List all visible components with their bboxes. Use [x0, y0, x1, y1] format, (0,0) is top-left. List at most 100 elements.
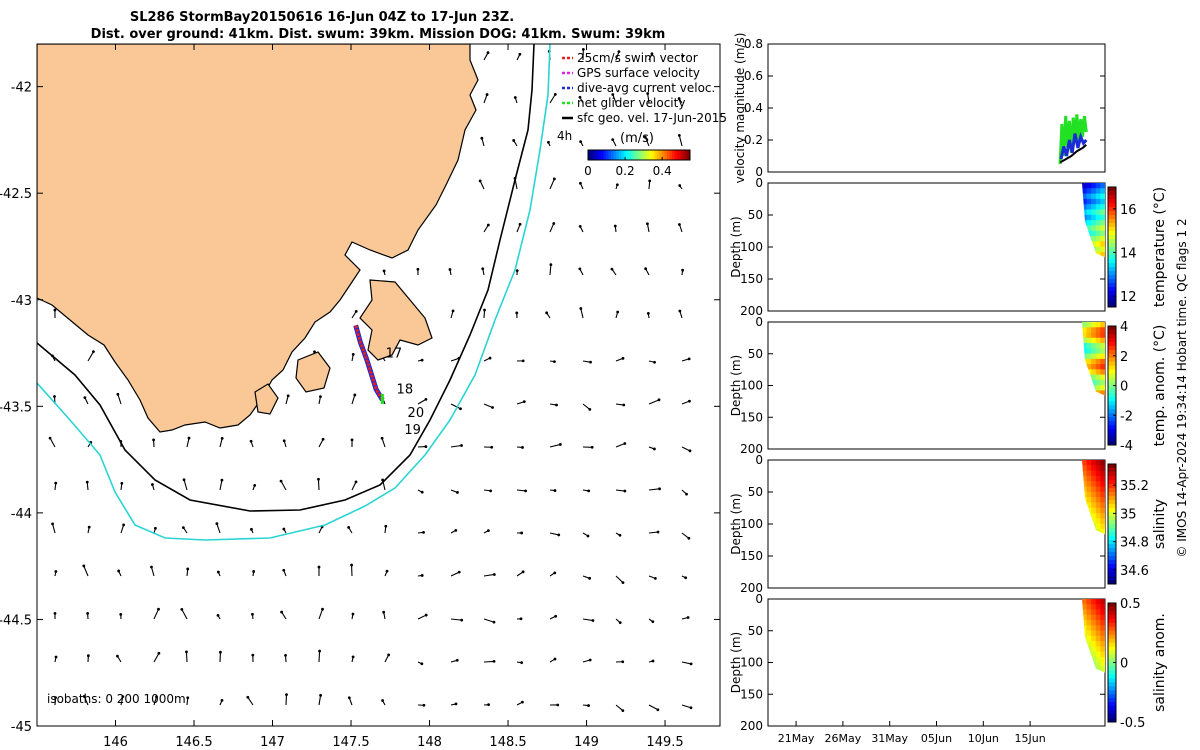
velocity-arrow-head	[154, 526, 157, 530]
velocity-arrow	[678, 135, 683, 147]
heatmap-cell	[1091, 502, 1097, 509]
panel-colorbar-cell	[1108, 572, 1116, 577]
heatmap-cell	[1100, 481, 1105, 488]
forestier-land	[295, 351, 331, 393]
velocity-arrow-head	[490, 445, 494, 449]
heatmap-cell	[1100, 225, 1105, 232]
heatmap-cell	[1100, 646, 1105, 653]
panel-ylabel: Depth (m)	[729, 216, 743, 277]
velocity-arrow-head	[87, 525, 91, 529]
heatmap-cell	[1100, 620, 1105, 626]
panel-colorbar-cell	[1108, 409, 1116, 414]
velocity-arrow-head	[251, 653, 255, 657]
heatmap-cell	[1095, 460, 1101, 466]
track-day-label: 18	[397, 383, 414, 398]
legend-label: net glider velocity	[577, 96, 685, 110]
velocity-arrow-head	[48, 436, 52, 440]
velocity-arrow-head	[116, 654, 119, 658]
map-ytick-label: -43	[11, 294, 32, 309]
heatmap-cell	[1095, 470, 1101, 477]
velocity-arrow-head	[53, 611, 57, 615]
panel-colorbar-tick-label: 34.8	[1120, 536, 1149, 551]
panel-colorbar-cell	[1108, 634, 1116, 640]
panel-colorbar-cell	[1108, 576, 1116, 581]
panel-colorbar-cell	[1108, 536, 1116, 541]
velocity-arrow	[450, 618, 462, 621]
panel-colorbar-tick-label: 0.5	[1120, 597, 1141, 612]
panel-colorbar-cell	[1108, 295, 1116, 300]
panel-colorbar-cell	[1108, 275, 1116, 280]
heatmap-cell	[1095, 322, 1101, 328]
panel-salinity-anomaly: 0 50 100 150 200 Depth (m) -0.5 0 0.5 salinity an…	[729, 592, 1168, 745]
panel-colorbar-cell	[1108, 580, 1116, 585]
velocity-arrow-head	[454, 528, 458, 532]
velocity-arrow-head	[578, 267, 582, 271]
velocity-arrow-head	[524, 489, 527, 493]
heatmap-cell	[1086, 475, 1092, 482]
panel-colorbar-cell	[1108, 326, 1116, 331]
heatmap-cell	[1082, 620, 1088, 626]
velocity-arrow-head	[648, 179, 652, 183]
velocity-arrow-head	[216, 613, 220, 617]
velocity-arrow-head	[486, 223, 490, 227]
heatmap-cell	[1091, 599, 1097, 605]
velocity-arrow-head	[512, 139, 516, 142]
heatmap-cell	[1091, 646, 1097, 653]
velocity-arrow-head	[121, 695, 125, 699]
colorbar-cell	[600, 150, 604, 160]
heatmap-cell	[1086, 630, 1092, 637]
velocity-arrow	[582, 618, 594, 622]
colorbar-cell	[623, 150, 627, 160]
heatmap-cell	[1082, 599, 1088, 605]
velocity-arrow	[648, 704, 659, 711]
velocity-arrow-head	[521, 570, 525, 574]
panel-colorbar-frame	[1107, 463, 1117, 585]
panel-colorbar-cell	[1108, 441, 1116, 446]
velocity-arrow	[549, 178, 555, 190]
heatmap-cell	[1095, 236, 1101, 242]
velocity-arrow	[647, 93, 650, 104]
velocity-arrow-head	[459, 407, 462, 411]
map-xtick-label: 149	[574, 735, 599, 750]
panel-ytick-label: 0	[755, 165, 763, 179]
colorbar-cell	[610, 150, 614, 160]
velocity-arrow-head	[92, 350, 95, 354]
heatmap-cell	[1100, 348, 1105, 355]
heatmap-cell	[1082, 183, 1088, 189]
velocity-arrow	[483, 573, 495, 577]
heatmap-cell	[1100, 604, 1105, 611]
velocity-arrow-head	[116, 392, 120, 396]
heatmap-cell	[1086, 198, 1092, 205]
heatmap-cell	[1086, 348, 1092, 355]
heatmap-cell	[1100, 609, 1105, 616]
heatmap-cell	[1095, 609, 1101, 616]
heatmap-cell	[1100, 475, 1105, 482]
velocity-arrow-head	[317, 477, 320, 481]
heatmap-cell	[1100, 528, 1105, 535]
panel-temperature-anomaly: 0 50 100 150 200 Depth (m) -4 -2 0 2 4 temp. anom. …	[729, 315, 1168, 456]
heatmap-cell	[1100, 513, 1105, 519]
velocity-arrow-head	[687, 536, 691, 540]
heatmap-cell	[1095, 353, 1101, 360]
panel-colorbar-cell	[1108, 377, 1116, 383]
velocity-arrow-head	[678, 223, 681, 226]
colorbar-cell	[674, 150, 678, 160]
heatmap-cell	[1100, 220, 1105, 226]
panel-colorbar-cell	[1108, 710, 1116, 715]
heatmap-cell	[1095, 364, 1101, 370]
heatmap-cell	[1086, 460, 1092, 466]
panel-colorbar-cell	[1108, 556, 1116, 561]
velocity-arrow-head	[151, 483, 154, 486]
velocity-arrow	[615, 704, 624, 712]
panel-ytick-label: 0	[755, 315, 763, 329]
velocity-arrow-head	[422, 703, 426, 707]
velocity-arrow-head	[623, 489, 627, 493]
map-xtick-label: 149.5	[646, 735, 683, 750]
panel-colorbar-label: salinity anom.	[1152, 613, 1168, 712]
velocity-arrow-head	[117, 569, 121, 573]
velocity-arrow-head	[382, 269, 386, 273]
track-swim	[354, 324, 384, 401]
heatmap-cell	[1100, 465, 1105, 472]
velocity-arrow-head	[651, 620, 655, 624]
colorbar-cell	[598, 150, 602, 160]
